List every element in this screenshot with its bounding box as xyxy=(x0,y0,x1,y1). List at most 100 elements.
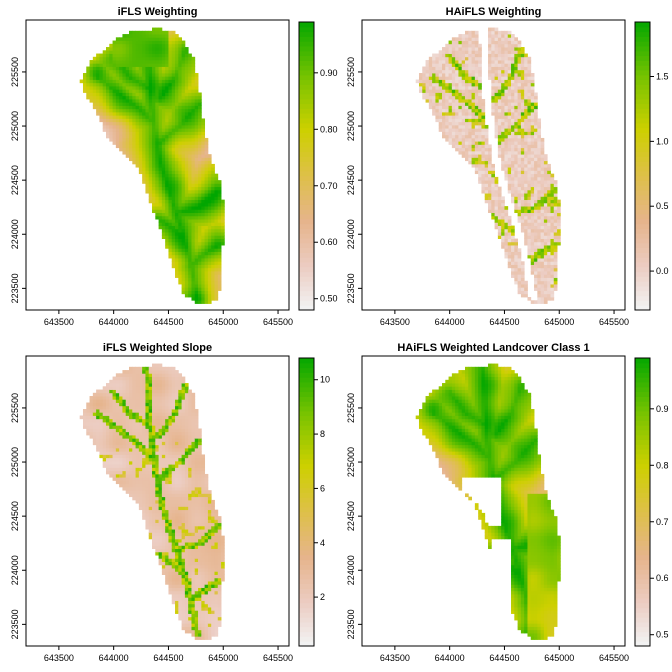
raster-cell xyxy=(159,196,163,200)
raster-cell xyxy=(119,386,123,390)
y-tick-label: 223500 xyxy=(346,273,356,303)
raster-cell xyxy=(165,390,169,394)
raster-cell xyxy=(113,399,117,403)
raster-cell xyxy=(205,281,209,285)
raster-cell xyxy=(155,399,159,403)
raster-cell xyxy=(159,54,163,58)
raster-cell xyxy=(149,477,153,481)
raster-cell xyxy=(478,122,482,126)
raster-cell xyxy=(172,226,176,230)
raster-cell xyxy=(518,54,522,58)
colorbar-step xyxy=(299,75,314,80)
raster-cell xyxy=(168,477,172,481)
raster-cell xyxy=(214,261,218,265)
raster-cell xyxy=(455,99,459,103)
raster-cell xyxy=(142,102,146,106)
raster-cell xyxy=(537,180,541,184)
raster-cell xyxy=(527,57,531,61)
raster-cell xyxy=(165,416,169,420)
raster-cell xyxy=(541,213,545,217)
raster-cell xyxy=(162,532,166,536)
raster-cell xyxy=(142,510,146,514)
raster-cell xyxy=(116,131,120,135)
raster-cell xyxy=(508,50,512,54)
raster-cell xyxy=(172,112,176,116)
raster-cell xyxy=(113,118,117,122)
raster-cell xyxy=(514,112,518,116)
raster-cell xyxy=(149,164,153,168)
raster-cell xyxy=(501,93,505,97)
raster-cell xyxy=(488,206,492,210)
raster-cell xyxy=(208,167,212,171)
raster-cell xyxy=(531,89,535,93)
raster-cell xyxy=(136,141,140,145)
raster-cell xyxy=(129,31,133,35)
raster-cell xyxy=(498,50,502,54)
raster-cell xyxy=(116,386,120,390)
raster-cell xyxy=(122,435,126,439)
raster-cell xyxy=(455,138,459,142)
raster-cell xyxy=(218,193,222,197)
raster-cell xyxy=(159,445,163,449)
x-tick-label: 645500 xyxy=(599,317,629,327)
raster-cell xyxy=(550,196,554,200)
raster-cell xyxy=(188,265,192,269)
raster-cell xyxy=(106,102,110,106)
raster-cell xyxy=(145,516,149,520)
raster-cell xyxy=(195,138,199,142)
raster-cell xyxy=(162,63,166,67)
raster-cell xyxy=(488,67,492,71)
raster-cell xyxy=(142,76,146,80)
raster-cell xyxy=(182,63,186,67)
raster-cell xyxy=(113,70,117,74)
raster-cell xyxy=(514,177,518,181)
raster-cell xyxy=(116,141,120,145)
raster-cell xyxy=(149,187,153,191)
raster-cell xyxy=(531,219,535,223)
raster-cell xyxy=(534,258,538,262)
raster-cell xyxy=(149,54,153,58)
y-tick-label: 225500 xyxy=(10,57,20,87)
raster-cell xyxy=(96,70,100,74)
raster-cell xyxy=(116,403,120,407)
raster-cell xyxy=(126,80,130,84)
raster-cell xyxy=(116,122,120,126)
raster-cell xyxy=(109,454,113,458)
raster-cell xyxy=(547,206,551,210)
raster-cell xyxy=(511,193,515,197)
raster-cell xyxy=(159,219,163,223)
raster-cell xyxy=(501,196,505,200)
raster-cell xyxy=(518,268,522,272)
raster-cell xyxy=(521,281,525,285)
raster-cell xyxy=(442,73,446,77)
raster-cell xyxy=(175,222,179,226)
raster-cell xyxy=(165,93,169,97)
raster-cell xyxy=(152,80,156,84)
colorbar-step xyxy=(635,276,650,281)
raster-cell xyxy=(182,265,186,269)
raster-cell xyxy=(175,105,179,109)
raster-cell xyxy=(544,213,548,217)
raster-cell xyxy=(550,206,554,210)
raster-cell xyxy=(521,54,525,58)
raster-cell xyxy=(122,54,126,58)
raster-cell xyxy=(152,383,156,387)
raster-cell xyxy=(165,50,169,54)
raster-cell xyxy=(201,245,205,249)
raster-cell xyxy=(455,125,459,129)
raster-cell xyxy=(195,271,199,275)
raster-cell xyxy=(518,278,522,282)
raster-cell xyxy=(205,183,209,187)
raster-cell xyxy=(168,445,172,449)
raster-cell xyxy=(524,206,528,210)
raster-cell xyxy=(191,93,195,97)
raster-cell xyxy=(481,138,485,142)
raster-cell xyxy=(185,193,189,197)
raster-cell xyxy=(90,399,94,403)
raster-cell xyxy=(198,258,202,262)
raster-cell xyxy=(432,96,436,100)
raster-cell xyxy=(527,109,531,113)
raster-cell xyxy=(191,96,195,100)
raster-cell xyxy=(165,565,169,569)
raster-cell xyxy=(168,96,172,100)
